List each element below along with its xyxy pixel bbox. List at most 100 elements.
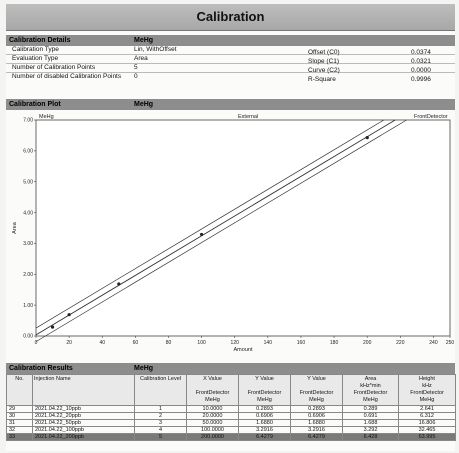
results-cell: 0.2893 [238,405,291,413]
results-cell: 2 [134,412,187,420]
results-cell: 63.995 [398,433,456,441]
results-cell: 100.0000 [186,426,239,434]
detail-value: 5 [134,64,138,71]
y-tick-label: 3.00 [23,241,33,247]
results-cell: 5 [134,433,187,441]
results-column-header: Calibration Level [134,374,187,406]
x-tick-label: 120 [231,340,240,346]
x-tick-label: 40 [99,340,105,346]
results-cell: 32 [6,426,33,434]
results-cell: 1.688 [342,419,399,427]
fit-param-value: 0.0000 [411,67,431,74]
fit-param-label: Slope (C1) [308,58,340,65]
results-cell: 2021.04.22_100ppb [32,426,135,434]
results-cell: 1.6880 [290,419,343,427]
plot-compound: MeHg [134,101,154,108]
results-column-header: Y Value FrontDetector MeHg [290,374,343,406]
calibration-point [50,325,55,329]
results-column-header: X Value FrontDetector MeHg [186,374,239,406]
results-column-header: Injection Name [32,374,135,406]
calibration-point [67,313,71,317]
results-cell: 2021.04.22_50ppb [32,419,135,427]
detail-value: Lin, WithOffset [134,46,177,53]
fit-param-value: 0.9996 [411,76,431,83]
results-cell: 2.641 [398,405,456,413]
x-tick-label: 240 [429,340,438,346]
results-cell: 3 [134,419,187,427]
results-cell: 200.0000 [186,433,239,441]
results-cell: 2021.04.22_200ppb [32,433,135,441]
results-section-header: Calibration Results MeHg [6,363,455,374]
fit-param-value: 0.0321 [411,58,431,65]
results-row[interactable]: 32 2021.04.22_100ppb 4 100.0000 3.2916 3.2916… [6,426,456,434]
calibration-plot: MeHg External FrontDetector 0.00 1.00 2.00… [6,111,455,353]
results-cell: 4 [134,426,187,434]
calibration-report: Calibration Calibration Details MeHg Cal… [6,4,456,451]
results-cell: 6.4279 [290,433,343,441]
results-cell: 6.312 [398,412,456,420]
results-header-row: No. Injection Name Calibration Level X Valu… [6,374,456,406]
results-cell: 3.2916 [238,426,291,434]
x-tick-label: 180 [330,340,339,346]
fit-param-label: R-Square [308,76,336,83]
plot-section-header: Calibration Plot MeHg [6,99,455,110]
calibration-point [117,282,121,286]
results-cell: 0.6906 [238,412,291,420]
results-table: No. Injection Name Calibration Level X Valu… [6,374,456,441]
x-tick-label: 140 [264,340,273,346]
calibration-chart-svg: MeHg External FrontDetector 0.00 1.00 2.00… [6,111,455,353]
x-axis-label: Amount [234,347,253,353]
details-header-label: Calibration Details [9,37,71,44]
detail-label: Number of disabled Calibration Points [12,73,122,80]
results-cell: 10.0000 [186,405,239,413]
y-tick-label: 6.00 [23,149,33,155]
results-cell: 30 [6,412,33,420]
results-row[interactable]: 31 2021.04.22_50ppb 3 50.0000 1.6880 1.6880 1.… [6,419,456,427]
results-column-header: Area kHz*min FrontDetector MeHg [342,374,399,406]
calibration-point [365,136,369,140]
results-row[interactable]: 33 2021.04.22_200ppb 5 200.0000 6.4279 6.4279… [6,433,456,441]
confidence-line [35,119,407,342]
results-column-header: Y Value FrontDetector MeHg [238,374,291,406]
results-cell: 2021.04.22_20ppb [32,412,135,420]
results-cell: 20.0000 [186,412,239,420]
results-cell: 0.2893 [290,405,343,413]
results-compound: MeHg [134,365,154,372]
detail-value: 0 [134,73,138,80]
results-row[interactable]: 30 2021.04.22_20ppb 2 20.0000 0.6906 0.6906 0.… [6,412,456,420]
results-cell: 0.691 [342,412,399,420]
results-cell: 29 [6,405,33,413]
plot-frame [35,119,451,337]
results-row[interactable]: 29 2021.04.22_10ppb 1 10.0000 0.2893 0.2893 0.… [6,405,456,413]
confidence-line [35,119,385,329]
x-tick-label: 250 [446,340,455,346]
results-cell: 2021.04.22_10ppb [32,405,135,413]
results-cell: 16.806 [398,419,456,427]
results-cell: 32.465 [398,426,456,434]
results-cell: 31 [6,419,33,427]
x-tick-label: 80 [166,340,172,346]
plot-series-tag: MeHg [39,114,54,120]
results-cell: 3.2916 [290,426,343,434]
y-tick-label: 7.00 [23,118,33,124]
x-tick-label: 100 [197,340,206,346]
results-cell: 0.6906 [290,412,343,420]
details-panel: Calibration Type Lin, WithOffset Evaluat… [6,46,455,94]
x-tick-label: 200 [363,340,372,346]
y-tick-label: 5.00 [23,179,33,185]
y-axis-label: Area [12,221,18,234]
plot-header-label: Calibration Plot [9,101,61,108]
x-tick-label: 160 [297,340,306,346]
fit-param-value: 0.0374 [411,49,431,56]
x-tick-label: 60 [133,340,139,346]
calibration-point [200,232,204,237]
details-compound: MeHg [134,37,154,44]
results-column-header: No. [6,374,33,406]
x-tick-label: 0 [35,340,38,346]
results-cell: 0.289 [342,405,399,413]
results-cell: 3.292 [342,426,399,434]
x-tick-label: 20 [66,340,72,346]
report-title: Calibration [6,4,455,31]
detail-label: Number of Calibration Points [12,64,96,71]
results-cell: 1.6880 [238,419,291,427]
